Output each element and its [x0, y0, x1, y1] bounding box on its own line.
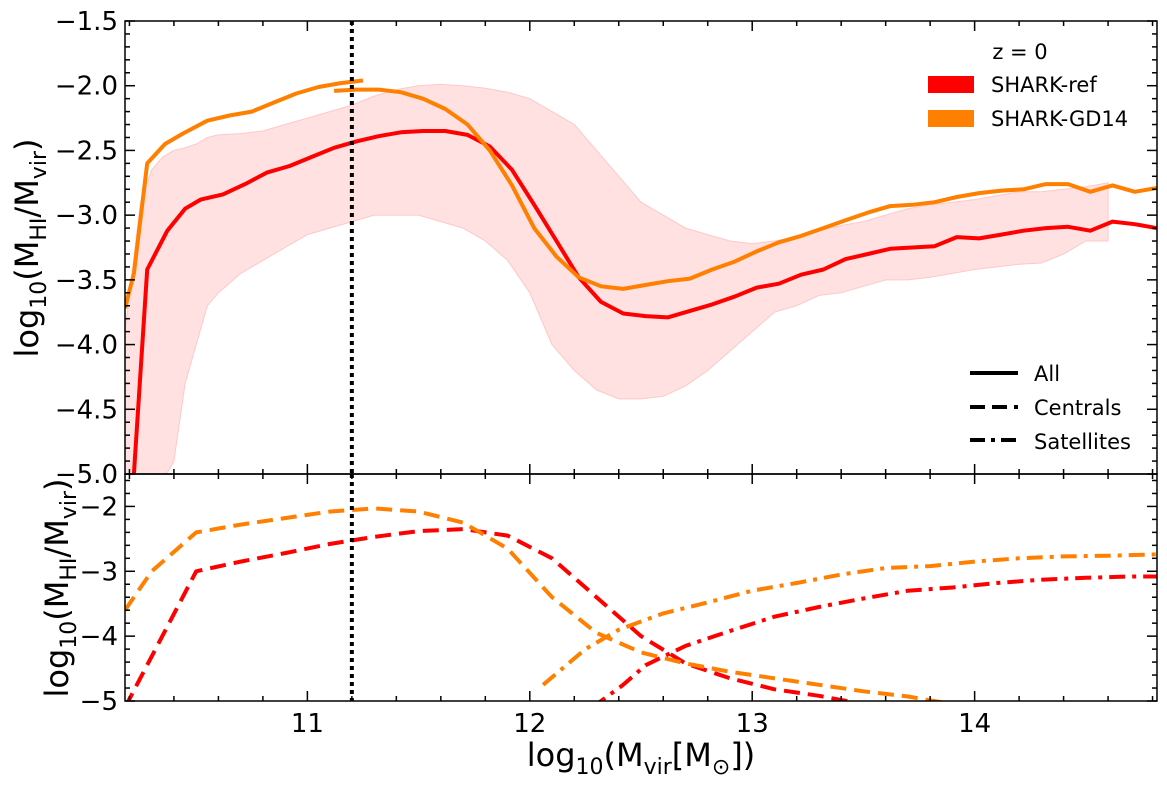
top-ticks	[125, 20, 1157, 475]
x-axis-label: log10(Mvir[M⊙])	[527, 736, 756, 780]
top-panel: −5.0 −4.5 −4.0 −3.5 −3.0 −2.5 −2.0 −1.5 log10(M…	[8, 7, 1158, 490]
y-tick-label: −1.5	[55, 7, 118, 37]
series-shark-gd14-all	[125, 78, 364, 309]
legend-title: z = 0	[992, 40, 1047, 64]
legend-label-all: All	[1034, 362, 1060, 386]
x-tick-label: 13	[736, 709, 769, 739]
bottom-panel: −5 −4 −3 −2 11 12 13 14 log10(MHI/Mvir) log10(…	[38, 473, 1158, 780]
y-tick-label: −3.0	[55, 201, 118, 231]
top-series-layer	[125, 78, 1157, 474]
series-shark-gd14-all-resolved	[333, 87, 1157, 291]
ref-percentile-band	[125, 83, 1109, 474]
y-tick-label: −4.5	[55, 395, 118, 425]
legend-swatch-shark-ref	[928, 76, 974, 93]
y-tick-label: −5	[80, 687, 118, 717]
legend-label-centrals: Centrals	[1034, 396, 1121, 420]
bottom-y-axis-label: log10(MHI/Mvir)	[38, 479, 82, 698]
y-tick-label: −2.0	[55, 72, 118, 102]
y-tick-label: −4	[80, 622, 118, 652]
series-shark-ref-satellites	[597, 574, 1157, 701]
model-legend: z = 0 SHARK-ref SHARK-GD14	[928, 40, 1128, 131]
legend-label-shark-ref: SHARK-ref	[991, 73, 1097, 97]
legend-label-shark-gd14: SHARK-GD14	[991, 107, 1128, 131]
legend-swatch-shark-gd14	[928, 110, 974, 127]
bottom-ticks	[125, 474, 1157, 702]
series-shark-gd14-centrals	[125, 506, 946, 701]
bottom-y-tick-labels: −5 −4 −3 −2	[80, 492, 118, 717]
y-tick-label: −2	[80, 492, 118, 522]
series-shark-gd14-satellites	[541, 552, 1157, 687]
x-tick-labels: 11 12 13 14	[291, 709, 991, 739]
y-tick-label: −3	[80, 557, 118, 587]
series-shark-ref-all	[131, 129, 1157, 474]
legend-label-satellites: Satellites	[1034, 430, 1131, 454]
bottom-panel-frame	[124, 473, 1158, 702]
y-tick-label: −3.5	[55, 266, 118, 296]
linestyle-legend: All Centrals Satellites	[970, 362, 1131, 454]
top-y-tick-labels: −5.0 −4.5 −4.0 −3.5 −3.0 −2.5 −2.0 −1.5	[55, 7, 118, 490]
top-band-layer	[125, 83, 1109, 474]
x-tick-label: 14	[958, 709, 991, 739]
x-tick-label: 12	[513, 709, 546, 739]
bottom-series-layer	[125, 506, 1157, 701]
series-shark-ref-centrals	[126, 527, 858, 701]
x-tick-label: 11	[291, 709, 324, 739]
y-tick-label: −4.0	[55, 331, 118, 361]
top-y-axis-label: log10(MHI/Mvir)	[8, 139, 52, 358]
y-tick-label: −5.0	[55, 460, 118, 490]
y-tick-label: −2.5	[55, 136, 118, 166]
